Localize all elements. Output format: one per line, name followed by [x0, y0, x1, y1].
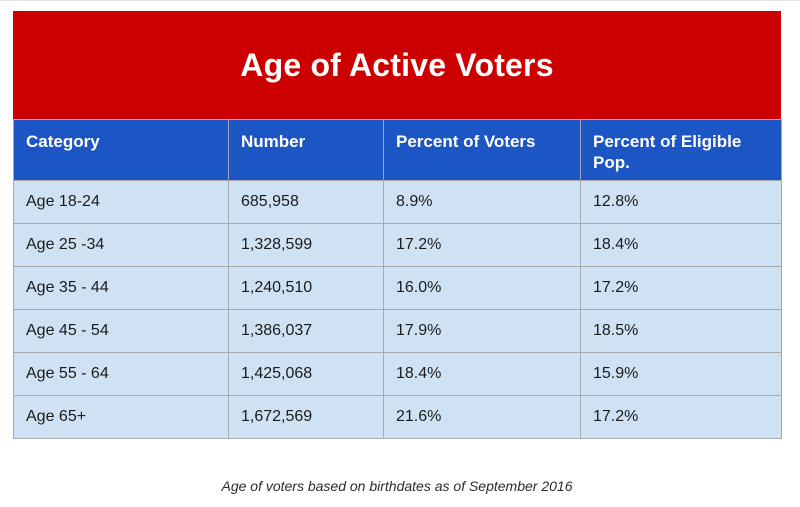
column-header-percent-eligible: Percent of Eligible Pop. — [580, 119, 782, 181]
cell-number: 1,672,569 — [228, 395, 384, 439]
cell-category: Age 18-24 — [13, 180, 229, 224]
cell-category: Age 65+ — [13, 395, 229, 439]
table-row: Age 35 - 44 1,240,510 16.0% 17.2% — [13, 266, 782, 310]
table-row: Age 25 -34 1,328,599 17.2% 18.4% — [13, 223, 782, 267]
cell-category: Age 25 -34 — [13, 223, 229, 267]
table-row: Age 45 - 54 1,386,037 17.9% 18.5% — [13, 309, 782, 353]
content-area: Age of Active Voters Category Number Per… — [13, 11, 782, 494]
cell-percent-eligible: 17.2% — [580, 266, 782, 310]
cell-percent-eligible: 17.2% — [580, 395, 782, 439]
cell-category: Age 35 - 44 — [13, 266, 229, 310]
table-row: Age 65+ 1,672,569 21.6% 17.2% — [13, 395, 782, 439]
page-title: Age of Active Voters — [240, 46, 554, 83]
cell-percent-eligible: 15.9% — [580, 352, 782, 396]
cell-percent-eligible: 12.8% — [580, 180, 782, 224]
table-row: Age 55 - 64 1,425,068 18.4% 15.9% — [13, 352, 782, 396]
cell-number: 1,328,599 — [228, 223, 384, 267]
cell-percent-voters: 17.9% — [383, 309, 581, 353]
table-row: Age 18-24 685,958 8.9% 12.8% — [13, 180, 782, 224]
footer-note: Age of voters based on birthdates as of … — [221, 478, 573, 494]
header-row: Category Number Percent of Voters Percen… — [13, 119, 782, 181]
cell-category: Age 55 - 64 — [13, 352, 229, 396]
cell-percent-voters: 16.0% — [383, 266, 581, 310]
column-header-number: Number — [228, 119, 384, 181]
cell-percent-voters: 17.2% — [383, 223, 581, 267]
cell-percent-eligible: 18.4% — [580, 223, 782, 267]
column-header-category: Category — [13, 119, 229, 181]
cell-number: 685,958 — [228, 180, 384, 224]
cell-category: Age 45 - 54 — [13, 309, 229, 353]
cell-number: 1,386,037 — [228, 309, 384, 353]
cell-number: 1,240,510 — [228, 266, 384, 310]
cell-percent-voters: 8.9% — [383, 180, 581, 224]
cell-percent-voters: 18.4% — [383, 352, 581, 396]
voters-table: Category Number Percent of Voters Percen… — [13, 119, 782, 439]
cell-percent-voters: 21.6% — [383, 395, 581, 439]
column-header-percent-voters: Percent of Voters — [383, 119, 581, 181]
cell-number: 1,425,068 — [228, 352, 384, 396]
cell-percent-eligible: 18.5% — [580, 309, 782, 353]
title-banner: Age of Active Voters — [13, 11, 781, 119]
